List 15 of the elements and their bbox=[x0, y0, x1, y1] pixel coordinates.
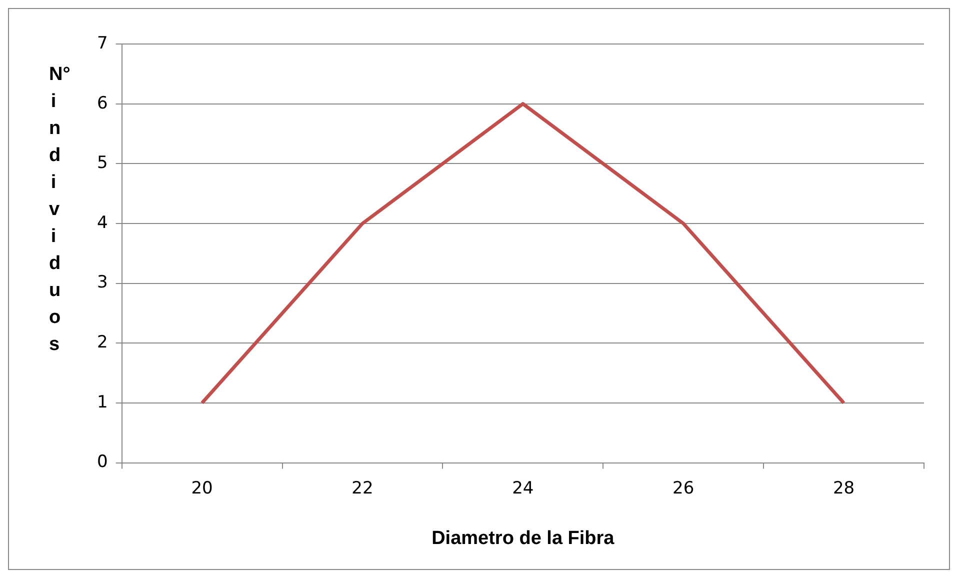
y-tick-label: 5 bbox=[96, 153, 108, 174]
x-tick-label: 28 bbox=[832, 478, 855, 498]
x-axis-title: Diametro de la Fibra bbox=[432, 528, 615, 549]
x-tick-label: 24 bbox=[512, 478, 534, 498]
y-tick-label: 3 bbox=[96, 272, 108, 293]
y-tick-label: 1 bbox=[96, 392, 108, 412]
x-tick-label: 20 bbox=[191, 478, 213, 498]
y-tick-label: 7 bbox=[96, 33, 108, 54]
y-tick-label: 4 bbox=[96, 212, 108, 233]
y-tick-label: 6 bbox=[96, 93, 108, 114]
y-tick-label: 2 bbox=[96, 332, 108, 353]
y-tick-label: 0 bbox=[96, 452, 108, 472]
x-tick-label: 26 bbox=[672, 478, 694, 498]
x-tick-label: 22 bbox=[352, 478, 374, 498]
text: N° individuos bbox=[49, 64, 70, 355]
